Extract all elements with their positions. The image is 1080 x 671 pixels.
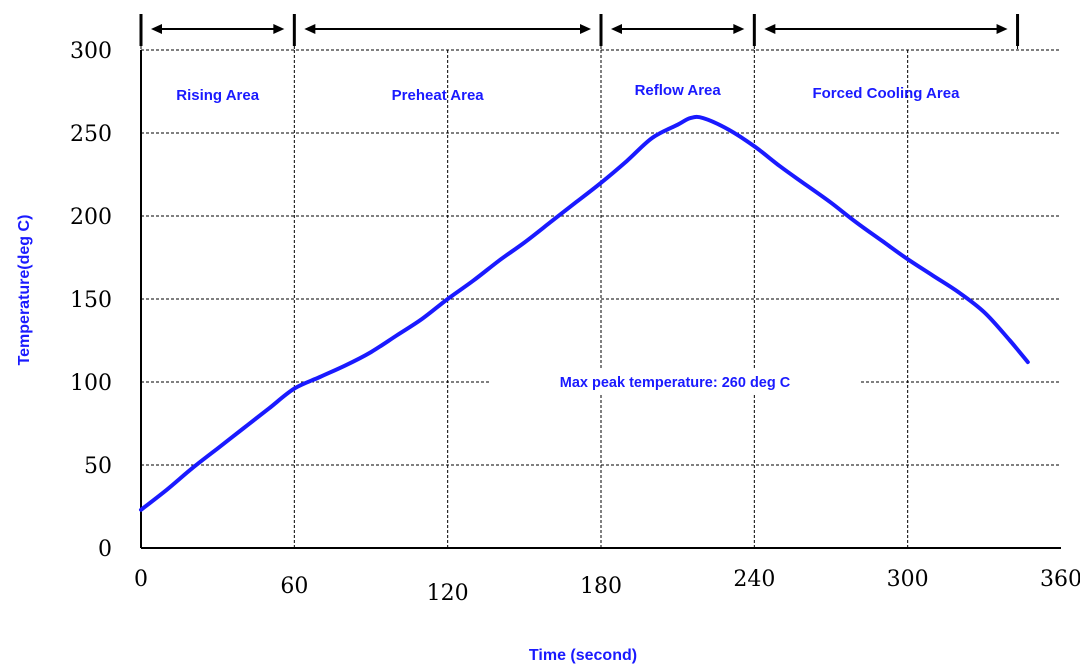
- x-tick-label-60: 60: [280, 574, 308, 599]
- region-arrow-left-1: [304, 24, 315, 34]
- x-tick-label-240: 240: [733, 567, 775, 592]
- y-tick-label-300: 300: [70, 39, 112, 64]
- x-tick-label-300: 300: [887, 567, 929, 592]
- y-tick-label-150: 150: [70, 288, 112, 313]
- series-layer: [141, 117, 1028, 510]
- region-label-4: Forced Cooling Area: [812, 85, 960, 102]
- region-arrow-left-3: [764, 24, 775, 34]
- region-arrow-left-2: [611, 24, 622, 34]
- y-tick-label-200: 200: [70, 205, 112, 230]
- max-peak-annotation: Max peak temperature: 260 deg C: [560, 375, 791, 391]
- x-tick-label-120: 120: [427, 581, 469, 606]
- y-tick-label-50: 50: [84, 454, 112, 479]
- temperature-profile-line: [141, 117, 1028, 510]
- region-arrow-right-1: [580, 24, 591, 34]
- y-tick-label-250: 250: [70, 122, 112, 147]
- region-arrow-right-3: [997, 24, 1008, 34]
- grid-layer: [141, 50, 1061, 548]
- region-label-1: Rising Area: [176, 87, 259, 104]
- region-arrow-left-0: [151, 24, 162, 34]
- region-arrow-right-2: [733, 24, 744, 34]
- y-tick-label-100: 100: [70, 371, 112, 396]
- x-tick-label-360: 360: [1040, 567, 1080, 592]
- region-label-3: Reflow Area: [635, 82, 722, 99]
- tick-labels: 0 50 100 150 200 250 300 0 60 120 180 240 300 360: [70, 39, 1080, 606]
- x-axis-title: Time (second): [529, 647, 637, 664]
- x-tick-label-0: 0: [134, 567, 148, 592]
- region-label-2: Preheat Area: [392, 87, 485, 104]
- y-tick-label-0: 0: [98, 537, 112, 562]
- y-axis-title: Temperature(deg C): [16, 215, 33, 366]
- x-tick-label-180: 180: [580, 574, 622, 599]
- region-markers: Rising Area Preheat Area Reflow Area Forced…: [141, 14, 1018, 104]
- annotations: Max peak temperature: 260 deg C: [490, 369, 860, 395]
- region-arrow-right-0: [273, 24, 284, 34]
